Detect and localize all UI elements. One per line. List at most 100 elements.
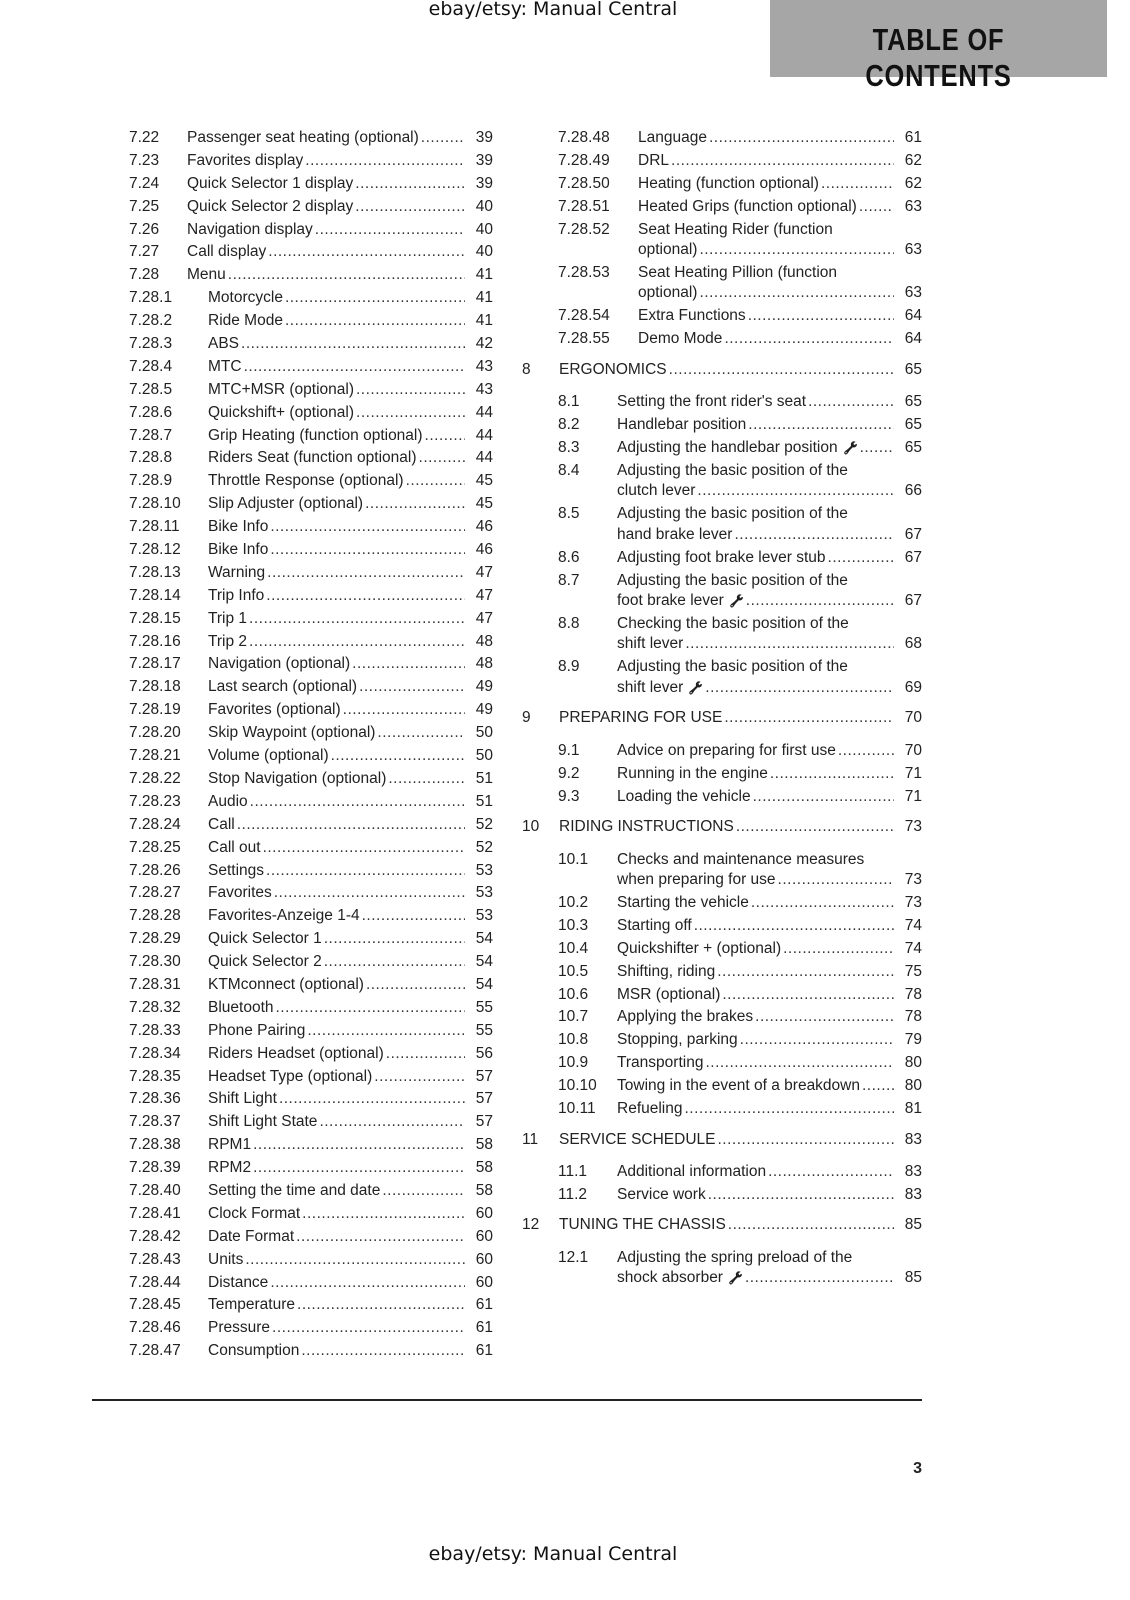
toc-entry[interactable]: 7.28.54 Extra Functions 64 — [522, 306, 922, 327]
toc-entry[interactable]: 7.25 Quick Selector 2 display 40 — [129, 197, 493, 218]
toc-entry[interactable]: 7.28.52 Seat Heating Rider (function optio… — [522, 220, 922, 261]
toc-entry[interactable]: 7.28.31 KTMconnect (optional) 54 — [129, 975, 493, 996]
toc-entry[interactable]: 7.28.21 Volume (optional) 50 — [129, 746, 493, 767]
toc-entry[interactable]: 7.28.5 MTC+MSR (optional) 43 — [129, 380, 493, 401]
toc-entry[interactable]: 7.28.3 ABS 42 — [129, 334, 493, 355]
toc-entry[interactable]: 7.28.40 Setting the time and date 58 — [129, 1181, 493, 1202]
toc-entry[interactable]: 10.5 Shifting, riding 75 — [522, 962, 922, 983]
toc-entry[interactable]: 7.28.8 Riders Seat (function optional) 44 — [129, 448, 493, 469]
toc-entry[interactable]: 7.28.51 Heated Grips (function optional) 6… — [522, 197, 922, 218]
toc-entry[interactable]: 7.28.10 Slip Adjuster (optional) 45 — [129, 494, 493, 515]
toc-entry[interactable]: 7.28.12 Bike Info 46 — [129, 540, 493, 561]
toc-entry[interactable]: 7.28.24 Call 52 — [129, 815, 493, 836]
toc-entry[interactable]: 8.1 Setting the front rider's seat 65 — [522, 392, 922, 413]
toc-entry[interactable]: 8.9 Adjusting the basic position of the sh… — [522, 657, 922, 698]
toc-entry[interactable]: 7.23 Favorites display 39 — [129, 151, 493, 172]
toc-entry[interactable]: 7.28.32 Bluetooth 55 — [129, 998, 493, 1019]
toc-entry[interactable]: 7.28.17 Navigation (optional) 48 — [129, 654, 493, 675]
toc-entry[interactable]: 7.28.9 Throttle Response (optional) 45 — [129, 471, 493, 492]
toc-entry-page: 48 — [475, 655, 493, 673]
toc-entry[interactable]: 9.3 Loading the vehicle 71 — [522, 787, 922, 808]
toc-entry[interactable]: 7.28.27 Favorites 53 — [129, 883, 493, 904]
toc-entry[interactable]: 7.28.28 Favorites-Anzeige 1-4 53 — [129, 906, 493, 927]
toc-entry[interactable]: 7.28.48 Language 61 — [522, 128, 922, 149]
toc-entry[interactable]: 12 TUNING THE CHASSIS 85 — [522, 1215, 922, 1236]
toc-entry[interactable]: 7.28.23 Audio 51 — [129, 792, 493, 813]
toc-entry[interactable]: 7.28.35 Headset Type (optional) 57 — [129, 1067, 493, 1088]
toc-entry[interactable]: 10.8 Stopping, parking 79 — [522, 1030, 922, 1051]
toc-entry[interactable]: 10.7 Applying the brakes 78 — [522, 1007, 922, 1028]
toc-entry[interactable]: 7.28.55 Demo Mode 64 — [522, 329, 922, 350]
toc-entry[interactable]: 7.28.2 Ride Mode 41 — [129, 311, 493, 332]
toc-entry[interactable]: 10.9 Transporting 80 — [522, 1053, 922, 1074]
toc-entry[interactable]: 7.28.39 RPM2 58 — [129, 1158, 493, 1179]
toc-entry[interactable]: 9.1 Advice on preparing for first use 70 — [522, 741, 922, 762]
toc-entry[interactable]: 7.28.49 DRL 62 — [522, 151, 922, 172]
toc-entry[interactable]: 12.1 Adjusting the spring preload of the s… — [522, 1248, 922, 1289]
toc-entry[interactable]: 10 RIDING INSTRUCTIONS 73 — [522, 817, 922, 838]
toc-entry[interactable]: 7.28.25 Call out 52 — [129, 838, 493, 859]
dot-leader — [324, 929, 465, 950]
toc-entry[interactable]: 7.28.11 Bike Info 46 — [129, 517, 493, 538]
toc-entry[interactable]: 7.28.19 Favorites (optional) 49 — [129, 700, 493, 721]
toc-entry[interactable]: 7.28.29 Quick Selector 1 54 — [129, 929, 493, 950]
toc-entry[interactable]: 7.28.43 Units 60 — [129, 1250, 493, 1271]
toc-entry[interactable]: 10.4 Quickshifter + (optional) 74 — [522, 939, 922, 960]
toc-entry[interactable]: 7.28.44 Distance 60 — [129, 1273, 493, 1294]
toc-entry[interactable]: 7.28.18 Last search (optional) 49 — [129, 677, 493, 698]
toc-entry[interactable]: 7.28.53 Seat Heating Pillion (function opt… — [522, 263, 922, 304]
toc-entry[interactable]: 7.28.6 Quickshift+ (optional) 44 — [129, 403, 493, 424]
toc-entry-number: 7.28.21 — [129, 747, 181, 765]
toc-entry[interactable]: 7.28.37 Shift Light State 57 — [129, 1112, 493, 1133]
toc-entry[interactable]: 10.2 Starting the vehicle 73 — [522, 893, 922, 914]
toc-entry[interactable]: 7.28.38 RPM1 58 — [129, 1135, 493, 1156]
toc-entry[interactable]: 10.10 Towing in the event of a breakdown 8… — [522, 1076, 922, 1097]
toc-entry[interactable]: 7.28.4 MTC 43 — [129, 357, 493, 378]
toc-entry[interactable]: 8.5 Adjusting the basic position of the ha… — [522, 504, 922, 545]
toc-entry[interactable]: 7.28.47 Consumption 61 — [129, 1341, 493, 1362]
toc-entry[interactable]: 11 SERVICE SCHEDULE 83 — [522, 1130, 922, 1151]
toc-entry[interactable]: 7.28.34 Riders Headset (optional) 56 — [129, 1044, 493, 1065]
toc-entry[interactable]: 7.26 Navigation display 40 — [129, 220, 493, 241]
toc-entry[interactable]: 7.28.1 Motorcycle 41 — [129, 288, 493, 309]
toc-entry[interactable]: 7.28.14 Trip Info 47 — [129, 586, 493, 607]
toc-entry[interactable]: 7.28.46 Pressure 61 — [129, 1318, 493, 1339]
toc-entry[interactable]: 10.6 MSR (optional) 78 — [522, 985, 922, 1006]
toc-entry[interactable]: 7.28.30 Quick Selector 2 54 — [129, 952, 493, 973]
dot-leader — [307, 1021, 465, 1042]
toc-entry[interactable]: 9.2 Running in the engine 71 — [522, 764, 922, 785]
toc-entry[interactable]: 8.4 Adjusting the basic position of the cl… — [522, 461, 922, 502]
dot-leader — [270, 1273, 465, 1294]
toc-entry[interactable]: 7.28.20 Skip Waypoint (optional) 50 — [129, 723, 493, 744]
toc-entry[interactable]: 7.28.36 Shift Light 57 — [129, 1089, 493, 1110]
toc-entry[interactable]: 8.3 Adjusting the handlebar position 🔧 65 — [522, 438, 922, 459]
toc-entry[interactable]: 7.28.16 Trip 2 48 — [129, 632, 493, 653]
toc-entry[interactable]: 7.28.42 Date Format 60 — [129, 1227, 493, 1248]
toc-entry[interactable]: 7.28.41 Clock Format 60 — [129, 1204, 493, 1225]
toc-entry[interactable]: 7.28.22 Stop Navigation (optional) 51 — [129, 769, 493, 790]
toc-entry[interactable]: 7.24 Quick Selector 1 display 39 — [129, 174, 493, 195]
toc-entry[interactable]: 7.28.50 Heating (function optional) 62 — [522, 174, 922, 195]
toc-entry[interactable]: 8.2 Handlebar position 65 — [522, 415, 922, 436]
toc-entry[interactable]: 9 PREPARING FOR USE 70 — [522, 708, 922, 729]
toc-entry[interactable]: 7.28.7 Grip Heating (function optional) 44 — [129, 426, 493, 447]
toc-entry[interactable]: 7.22 Passenger seat heating (optional) 39 — [129, 128, 493, 149]
toc-entry-line: MTC 43 — [208, 357, 493, 378]
toc-entry[interactable]: 8.8 Checking the basic position of the shi… — [522, 614, 922, 655]
toc-entry[interactable]: 10.3 Starting off 74 — [522, 916, 922, 937]
toc-entry[interactable]: 8.6 Adjusting foot brake lever stub 67 — [522, 548, 922, 569]
toc-entry[interactable]: 7.28.26 Settings 53 — [129, 861, 493, 882]
toc-entry[interactable]: 8 ERGONOMICS 65 — [522, 360, 922, 381]
toc-entry[interactable]: 7.28.13 Warning 47 — [129, 563, 493, 584]
toc-entry[interactable]: 8.7 Adjusting the basic position of the fo… — [522, 571, 922, 612]
toc-entry[interactable]: 7.28.45 Temperature 61 — [129, 1295, 493, 1316]
dot-leader — [862, 1076, 894, 1097]
toc-entry[interactable]: 10.1 Checks and maintenance measures when … — [522, 850, 922, 891]
toc-entry[interactable]: 10.11 Refueling 81 — [522, 1099, 922, 1120]
toc-entry[interactable]: 11.2 Service work 83 — [522, 1185, 922, 1206]
toc-entry[interactable]: 7.28.15 Trip 1 47 — [129, 609, 493, 630]
toc-entry[interactable]: 7.28.33 Phone Pairing 55 — [129, 1021, 493, 1042]
toc-entry[interactable]: 11.1 Additional information 83 — [522, 1162, 922, 1183]
toc-entry[interactable]: 7.28 Menu 41 — [129, 265, 493, 286]
toc-entry[interactable]: 7.27 Call display 40 — [129, 242, 493, 263]
